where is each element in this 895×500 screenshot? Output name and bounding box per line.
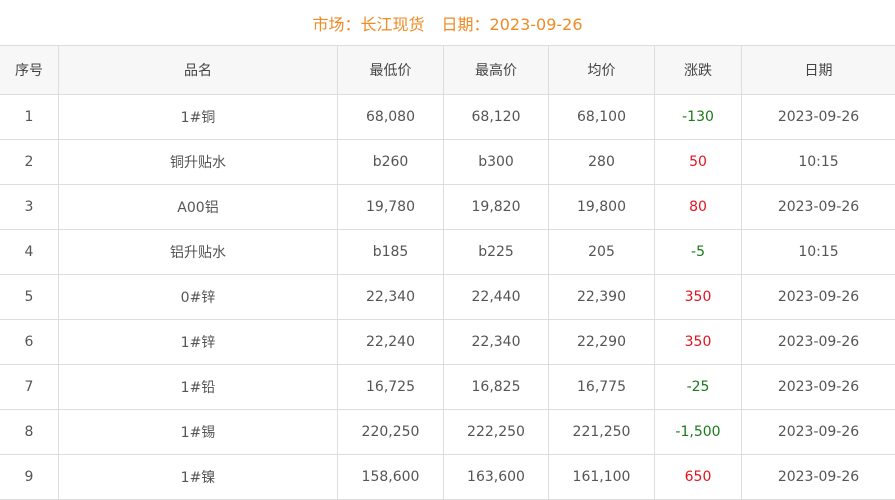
- cell-low-price: 22,340: [338, 275, 444, 320]
- table-header-row: 序号品名最低价最高价均价涨跌日期: [0, 46, 895, 95]
- cell-change: -25: [655, 365, 742, 410]
- cell-avg-price: 16,775: [549, 365, 655, 410]
- cell-high-price: 19,820: [444, 185, 549, 230]
- cell-name: 铜升贴水: [59, 140, 338, 185]
- cell-date: 2023-09-26: [742, 320, 895, 365]
- cell-index: 3: [0, 185, 59, 230]
- cell-index: 9: [0, 455, 59, 500]
- header-low-price: 最低价: [338, 46, 444, 95]
- cell-high-price: 22,340: [444, 320, 549, 365]
- cell-index: 2: [0, 140, 59, 185]
- cell-index: 5: [0, 275, 59, 320]
- page-title: 市场：长江现货 日期：2023-09-26: [0, 0, 895, 45]
- cell-date: 2023-09-26: [742, 95, 895, 140]
- cell-high-price: 22,440: [444, 275, 549, 320]
- cell-change: 80: [655, 185, 742, 230]
- cell-low-price: 158,600: [338, 455, 444, 500]
- header-avg-price: 均价: [549, 46, 655, 95]
- cell-index: 7: [0, 365, 59, 410]
- cell-change: 650: [655, 455, 742, 500]
- cell-date: 2023-09-26: [742, 185, 895, 230]
- date-label: 日期：2023-09-26: [442, 15, 583, 34]
- cell-name: 1#铅: [59, 365, 338, 410]
- header-name: 品名: [59, 46, 338, 95]
- cell-change: -130: [655, 95, 742, 140]
- cell-avg-price: 221,250: [549, 410, 655, 455]
- cell-high-price: 222,250: [444, 410, 549, 455]
- cell-high-price: 68,120: [444, 95, 549, 140]
- cell-index: 8: [0, 410, 59, 455]
- header-change: 涨跌: [655, 46, 742, 95]
- cell-high-price: b300: [444, 140, 549, 185]
- cell-index: 6: [0, 320, 59, 365]
- cell-avg-price: 280: [549, 140, 655, 185]
- cell-change: -1,500: [655, 410, 742, 455]
- cell-high-price: 16,825: [444, 365, 549, 410]
- cell-avg-price: 68,100: [549, 95, 655, 140]
- cell-avg-price: 161,100: [549, 455, 655, 500]
- cell-avg-price: 205: [549, 230, 655, 275]
- cell-change: 50: [655, 140, 742, 185]
- cell-index: 4: [0, 230, 59, 275]
- cell-avg-price: 22,290: [549, 320, 655, 365]
- cell-high-price: 163,600: [444, 455, 549, 500]
- cell-name: 1#镍: [59, 455, 338, 500]
- cell-date: 2023-09-26: [742, 455, 895, 500]
- cell-date: 2023-09-26: [742, 275, 895, 320]
- cell-date: 10:15: [742, 140, 895, 185]
- cell-date: 2023-09-26: [742, 365, 895, 410]
- cell-name: 1#锌: [59, 320, 338, 365]
- cell-name: A00铝: [59, 185, 338, 230]
- cell-date: 2023-09-26: [742, 410, 895, 455]
- cell-name: 铝升贴水: [59, 230, 338, 275]
- cell-low-price: 16,725: [338, 365, 444, 410]
- cell-name: 1#锡: [59, 410, 338, 455]
- cell-change: 350: [655, 320, 742, 365]
- cell-name: 0#锌: [59, 275, 338, 320]
- header-date: 日期: [742, 46, 895, 95]
- cell-low-price: 220,250: [338, 410, 444, 455]
- cell-low-price: b185: [338, 230, 444, 275]
- header-high-price: 最高价: [444, 46, 549, 95]
- cell-low-price: 22,240: [338, 320, 444, 365]
- cell-low-price: 19,780: [338, 185, 444, 230]
- cell-name: 1#铜: [59, 95, 338, 140]
- header-index: 序号: [0, 46, 59, 95]
- cell-high-price: b225: [444, 230, 549, 275]
- cell-avg-price: 22,390: [549, 275, 655, 320]
- cell-low-price: b260: [338, 140, 444, 185]
- cell-low-price: 68,080: [338, 95, 444, 140]
- cell-avg-price: 19,800: [549, 185, 655, 230]
- market-label: 市场：长江现货: [312, 15, 424, 34]
- cell-index: 1: [0, 95, 59, 140]
- cell-change: -5: [655, 230, 742, 275]
- cell-change: 350: [655, 275, 742, 320]
- cell-date: 10:15: [742, 230, 895, 275]
